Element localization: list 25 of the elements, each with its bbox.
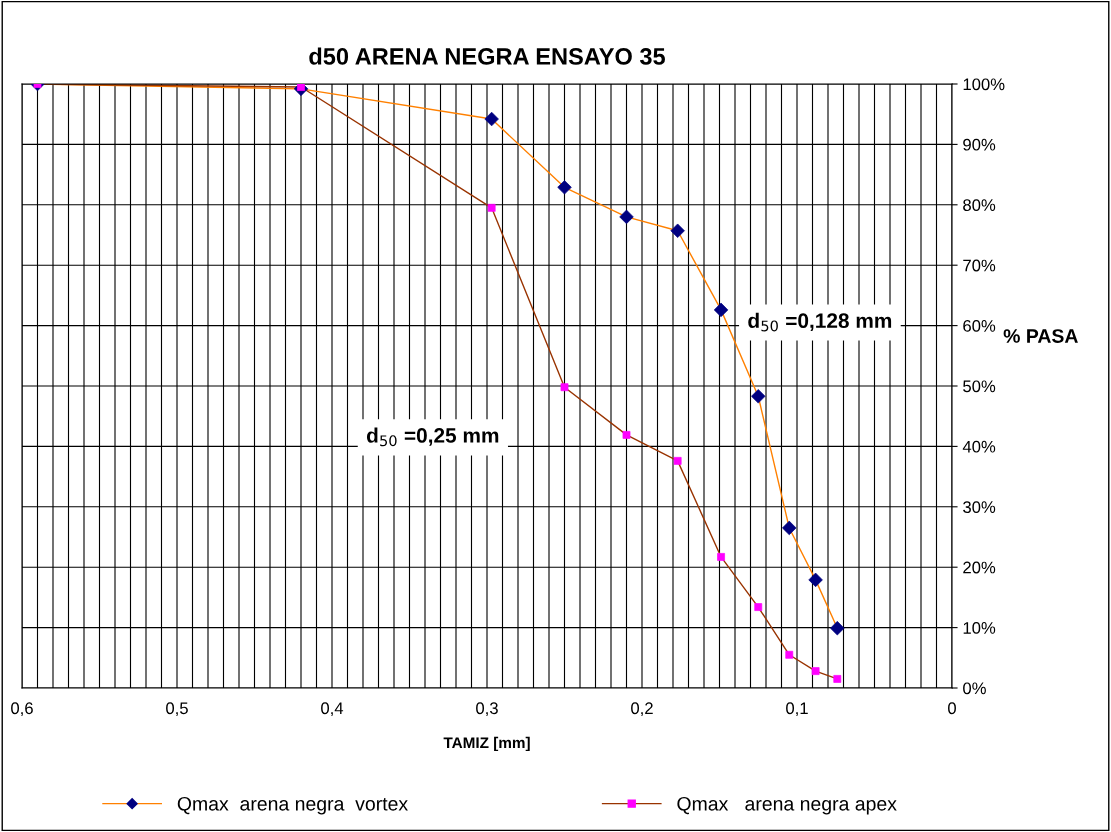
annotation: d$_{50}$ =0,25 mm [366,427,499,447]
x-tick-label: 0,5 [166,702,188,717]
x-tick-label: 0 [948,702,956,715]
x-tick-label: 0,2 [631,702,653,717]
x-tick-label: 0,4 [321,702,344,717]
y-tick-label: 40% [962,440,996,453]
y-axis-title: % PASA [1003,329,1078,343]
y-tick-label: 90% [963,138,996,151]
y-tick-label: 60% [963,320,996,332]
x-tick-label: 0,3 [476,702,498,717]
chart-title: d50 ARENA NEGRA ENSAYO 35 [309,47,665,65]
y-tick-label: 80% [963,199,996,211]
annotation: d$_{50}$ =0,128 mm [748,312,892,332]
x-tick-label: 0,6 [11,702,33,717]
y-tick-label: 100% [963,78,1005,91]
legend-label: Qmax arena negra apex [677,796,897,815]
y-tick-label: 20% [963,561,996,574]
y-tick-label: 30% [963,501,996,513]
legend-label: Qmax arena negra vortex [177,796,408,815]
x-axis-title: TAMIZ [mm] [443,736,530,752]
x-tick-label: 0,1 [786,702,808,717]
y-tick-label: 10% [963,622,996,634]
y-tick-label: 70% [963,259,996,272]
y-tick-label: 0% [963,682,986,695]
y-tick-label: 50% [963,380,996,393]
